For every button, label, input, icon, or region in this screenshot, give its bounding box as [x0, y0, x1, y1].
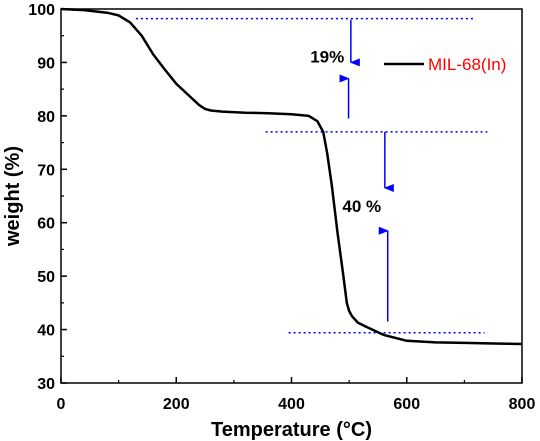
series-line — [60, 7, 523, 346]
reference-lines — [135, 17, 488, 334]
series-group — [60, 7, 523, 346]
x-tick-label: 600 — [393, 396, 420, 413]
y-tick-label: 80 — [37, 109, 55, 126]
annotations: 19% 40 % — [310, 47, 381, 216]
x-axis-title: Temperature (°C) — [211, 419, 372, 441]
x-tick-label: 800 — [509, 396, 536, 413]
y-tick-label: 40 — [37, 323, 55, 340]
annotation-label: 19% — [310, 47, 344, 66]
x-tick-label: 200 — [163, 396, 190, 413]
y-axis-title: weight (%) — [2, 146, 24, 247]
y-tick-label: 70 — [37, 162, 55, 179]
x-tick-label: 400 — [278, 396, 305, 413]
legend: MIL-68(In) — [384, 55, 506, 74]
x-tick-label: 0 — [57, 396, 66, 413]
annotation-arrows — [339, 19, 394, 322]
y-tick-label: 30 — [37, 376, 55, 393]
y-tick-label: 100 — [28, 2, 55, 19]
y-tick-label: 90 — [37, 55, 55, 72]
axis-ticks: 0 200 400 600 800 30 40 50 60 70 80 90 100 — [28, 2, 535, 413]
y-tick-label: 60 — [37, 216, 55, 233]
y-tick-label: 50 — [37, 269, 55, 286]
annotation-label: 40 % — [342, 197, 381, 216]
legend-label: MIL-68(In) — [428, 55, 506, 74]
